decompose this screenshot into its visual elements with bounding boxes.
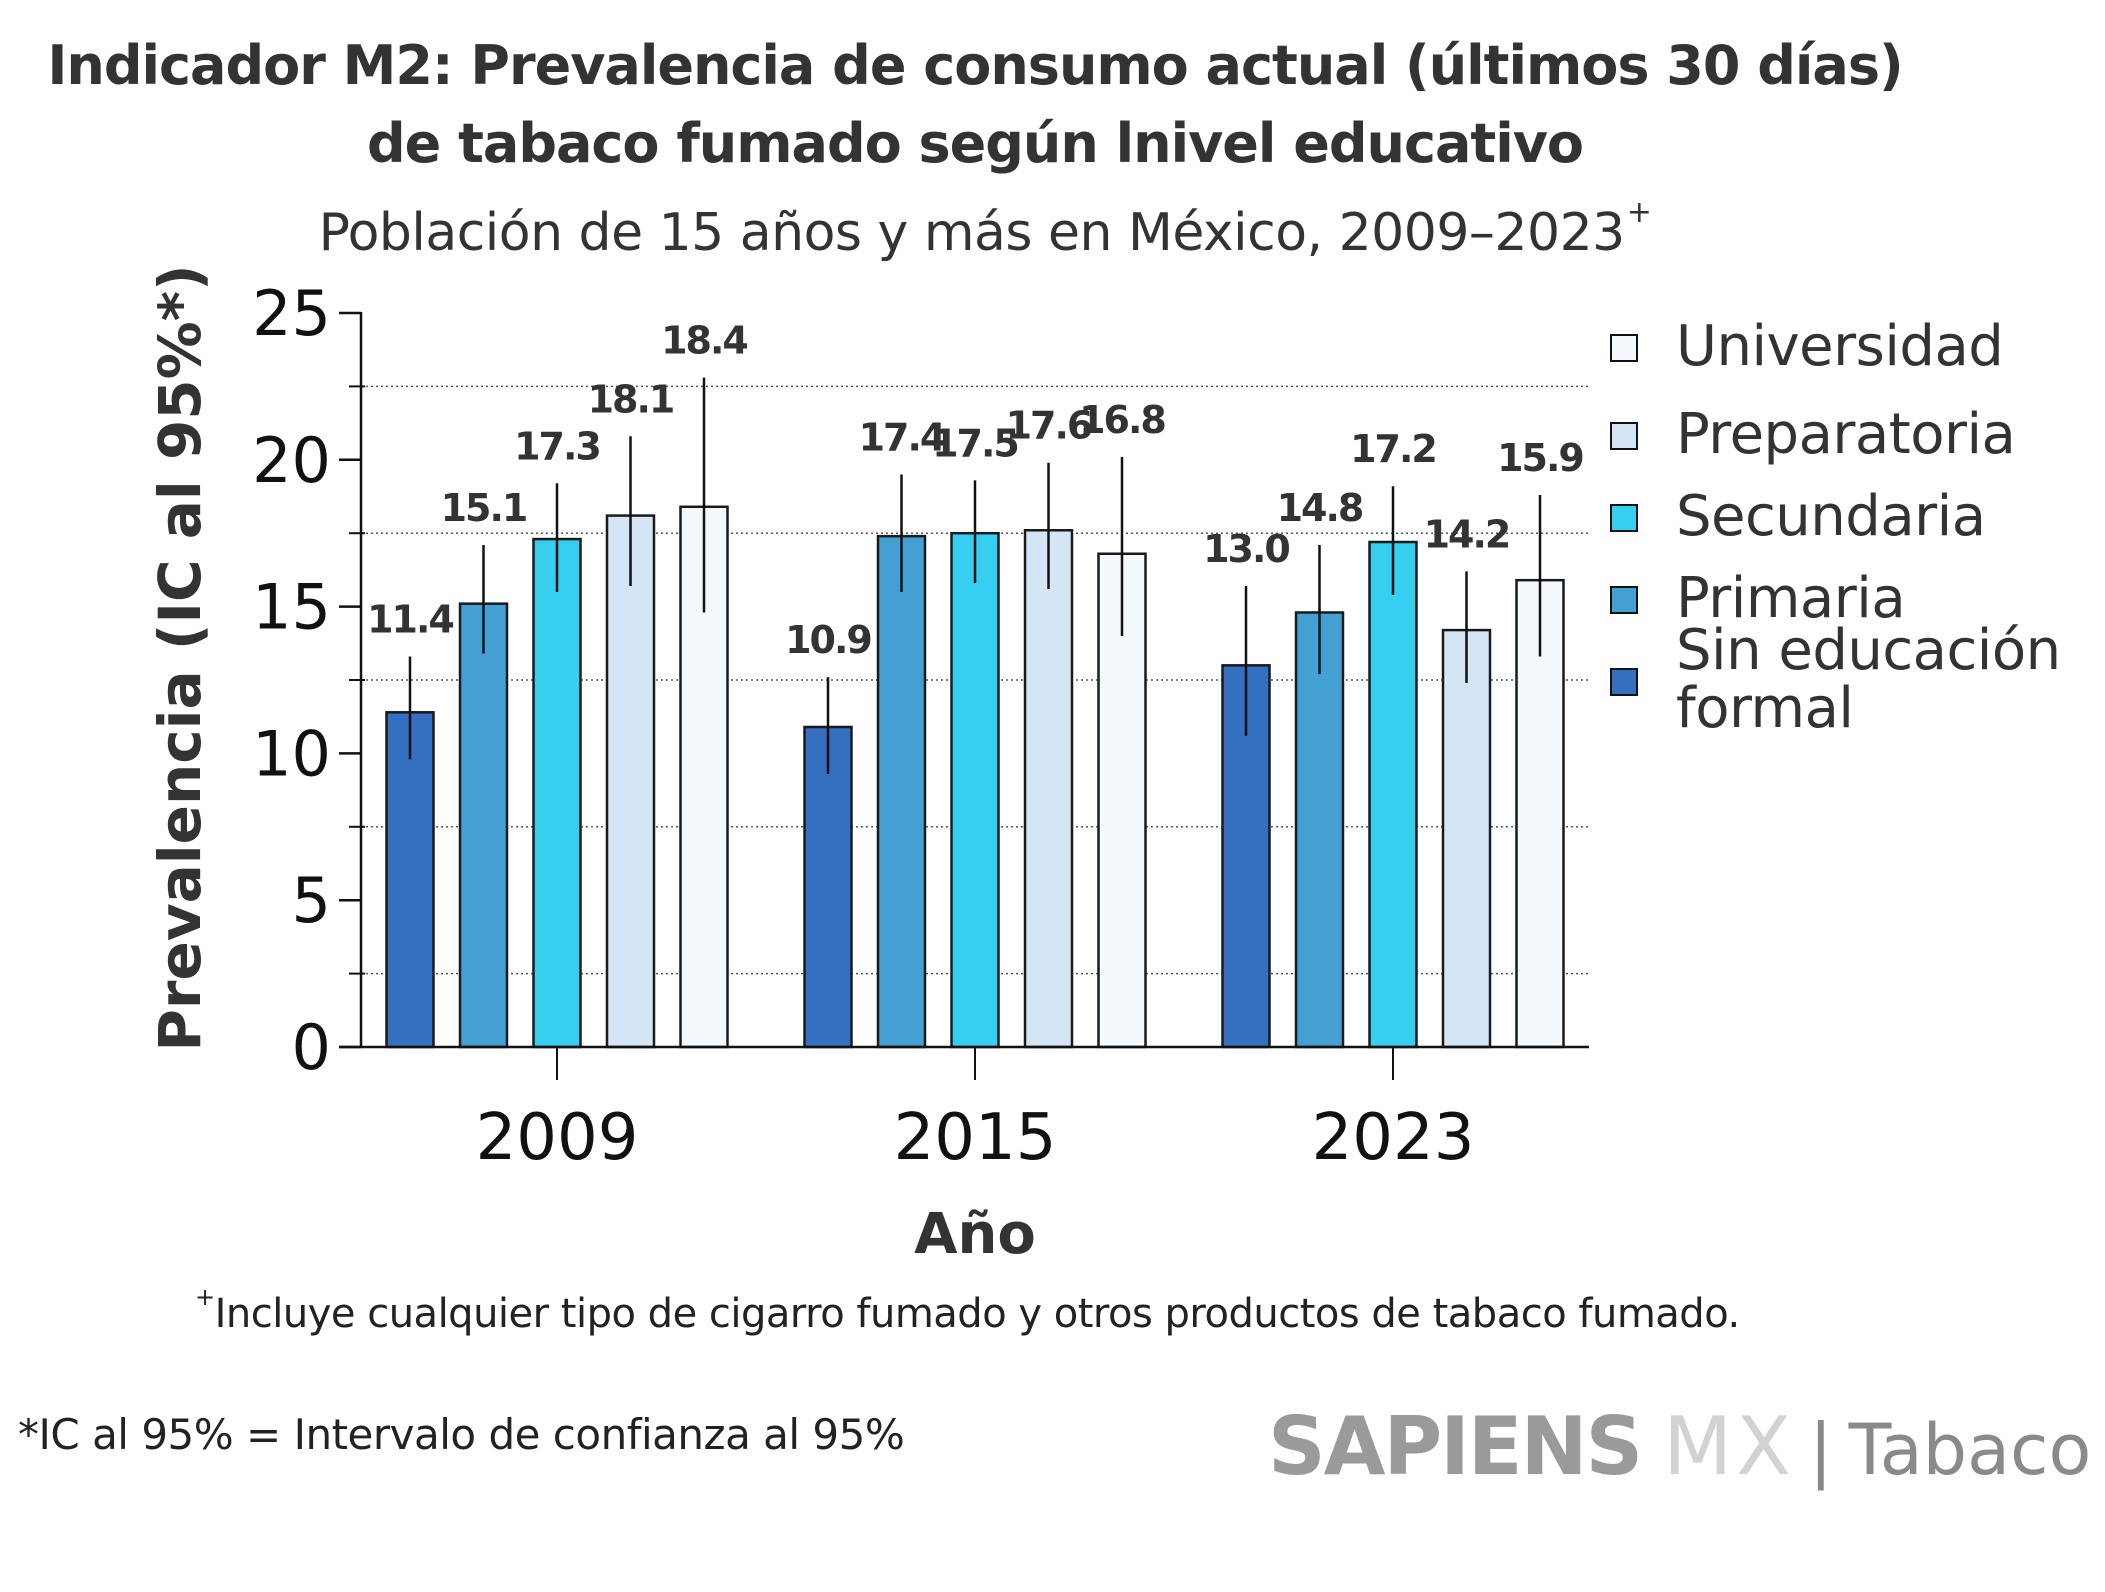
chart-title-line-1: Indicador M2: Prevalencia de consumo act… [47,34,1903,97]
legend-label-universidad: Universidad [1676,314,2004,379]
data-label: 17.6 [1006,404,1092,448]
data-label: 16.8 [1079,398,1165,442]
ticks: 0 5 10 15 20 25 2009 2015 2023 [252,277,1474,1175]
legend-swatch-secundaria [1610,504,1638,532]
legend-swatch-preparatoria [1610,422,1638,450]
legend-label-sin-educacion-line1: Sin educación [1676,618,2061,683]
data-label: 17.4 [859,415,945,459]
bar [1294,611,1345,1049]
legend-item-universidad: Universidad [1610,318,2090,376]
legend-item-sin-educacion-formal: Sin educación formal [1610,622,2090,738]
chart-title-line-2: de tabaco fumado según lnivel educativo [366,112,1584,175]
y-tick-label: 5 [292,864,331,937]
sapiens-mx-logo: SAPIENS MX | Tabaco [1268,1400,2091,1493]
subtitle-plus-mark: + [1626,195,1652,230]
bar [605,514,656,1049]
data-label: 17.5 [932,421,1018,465]
bar [1368,540,1418,1049]
x-tick-label: 2023 [1312,1101,1475,1175]
legend-label-preparatoria: Preparatoria [1676,402,2016,467]
data-label: 11.4 [367,598,453,642]
y-tick-label: 15 [252,571,331,644]
bars [385,377,1565,1049]
footnote-ic: *IC al 95% = Intervalo de confianza al 9… [18,1410,905,1459]
logo-separator: | [1808,1409,1833,1491]
legend-item-primaria: Primaria [1610,570,2090,628]
data-label: 14.8 [1277,486,1363,530]
legend-swatch-sin-educacion-formal [1610,668,1638,696]
legend-item-preparatoria: Preparatoria [1610,406,2090,464]
footnote-plus: +Incluye cualquier tipo de cigarro fumad… [195,1283,1740,1337]
y-tick-label: 25 [252,277,331,350]
data-label: 14.2 [1424,512,1510,556]
data-label: 13.0 [1203,527,1289,571]
legend-item-secundaria: Secundaria [1610,488,2090,546]
logo-topic: Tabaco [1848,1409,2092,1491]
footnote-plus-mark: + [195,1283,215,1311]
legend-label-sin-educacion-line2: formal [1676,676,1854,741]
bar [950,531,1000,1049]
legend-label-secundaria: Secundaria [1676,484,1986,549]
chart-subtitle: Población de 15 años y más en México, 20… [0,195,1970,263]
legend-swatch-universidad [1610,334,1638,362]
bar [1441,628,1492,1049]
subtitle-text: Población de 15 años y más en México, 20… [318,203,1626,263]
y-tick-label: 0 [292,1011,331,1084]
footnote-plus-text: Incluye cualquier tipo de cigarro fumado… [214,1291,1741,1337]
data-label: 18.4 [661,319,747,363]
bar [458,602,509,1049]
logo-mx: MX [1663,1400,1795,1493]
x-axis-title: Año [914,1202,1036,1267]
data-label: 15.1 [441,486,527,530]
legend-swatch-primaria [1610,586,1638,614]
data-labels: 11.4 15.1 17.318.1 18.4 10.9 17.417.517.616.8… [367,319,1585,662]
x-tick-label: 2015 [894,1101,1057,1175]
legend-label-primaria: Primaria [1676,566,1906,631]
bar [532,537,582,1049]
data-label: 18.1 [588,377,674,421]
y-tick-label: 20 [252,424,331,497]
data-label: 17.3 [514,424,600,468]
bar [1023,529,1074,1049]
bar [876,534,927,1049]
y-tick-label: 10 [252,717,331,790]
data-label: 17.2 [1350,427,1436,471]
bar [803,725,853,1049]
y-axis-title: Prevalencia (IC al 95%*) [146,264,214,1051]
data-label: 15.9 [1497,436,1583,480]
logo-brand: SAPIENS [1268,1400,1643,1493]
bar [385,711,435,1049]
data-label: 10.9 [785,618,871,662]
x-tick-label: 2009 [476,1101,639,1175]
bar [1515,578,1565,1049]
